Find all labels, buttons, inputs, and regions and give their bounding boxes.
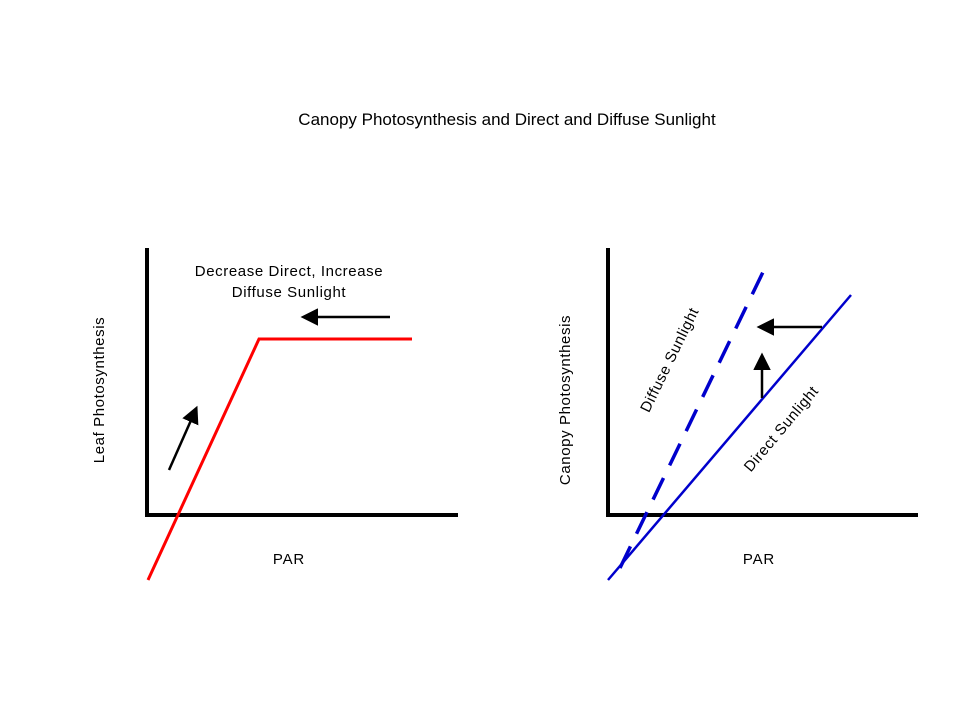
left-panel: Decrease Direct, Increase Diffuse Sunlig… [91, 248, 458, 581]
direct-sunlight-label: Direct Sunlight [741, 383, 823, 476]
left-diagonal-arrow [167, 405, 199, 471]
diffuse-sunlight-label: Diffuse Sunlight [637, 305, 703, 415]
diagram-title: Canopy Photosynthesis and Direct and Dif… [298, 110, 716, 129]
left-x-axis-label: PAR [273, 551, 305, 568]
diffuse-sunlight-line [618, 269, 766, 569]
right-x-axis-label: PAR [743, 551, 775, 568]
left-annotation-line2: Diffuse Sunlight [232, 284, 347, 301]
left-y-axis-label: Leaf Photosynthesis [91, 317, 108, 464]
leaf-photosynthesis-curve [146, 337, 412, 581]
right-panel: Diffuse Sunlight Direct Sunlight Canopy … [557, 248, 918, 581]
right-y-axis-label: Canopy Photosynthesis [557, 315, 574, 485]
left-annotation-line1: Decrease Direct, Increase [195, 263, 383, 280]
direct-sunlight-line [607, 294, 852, 581]
